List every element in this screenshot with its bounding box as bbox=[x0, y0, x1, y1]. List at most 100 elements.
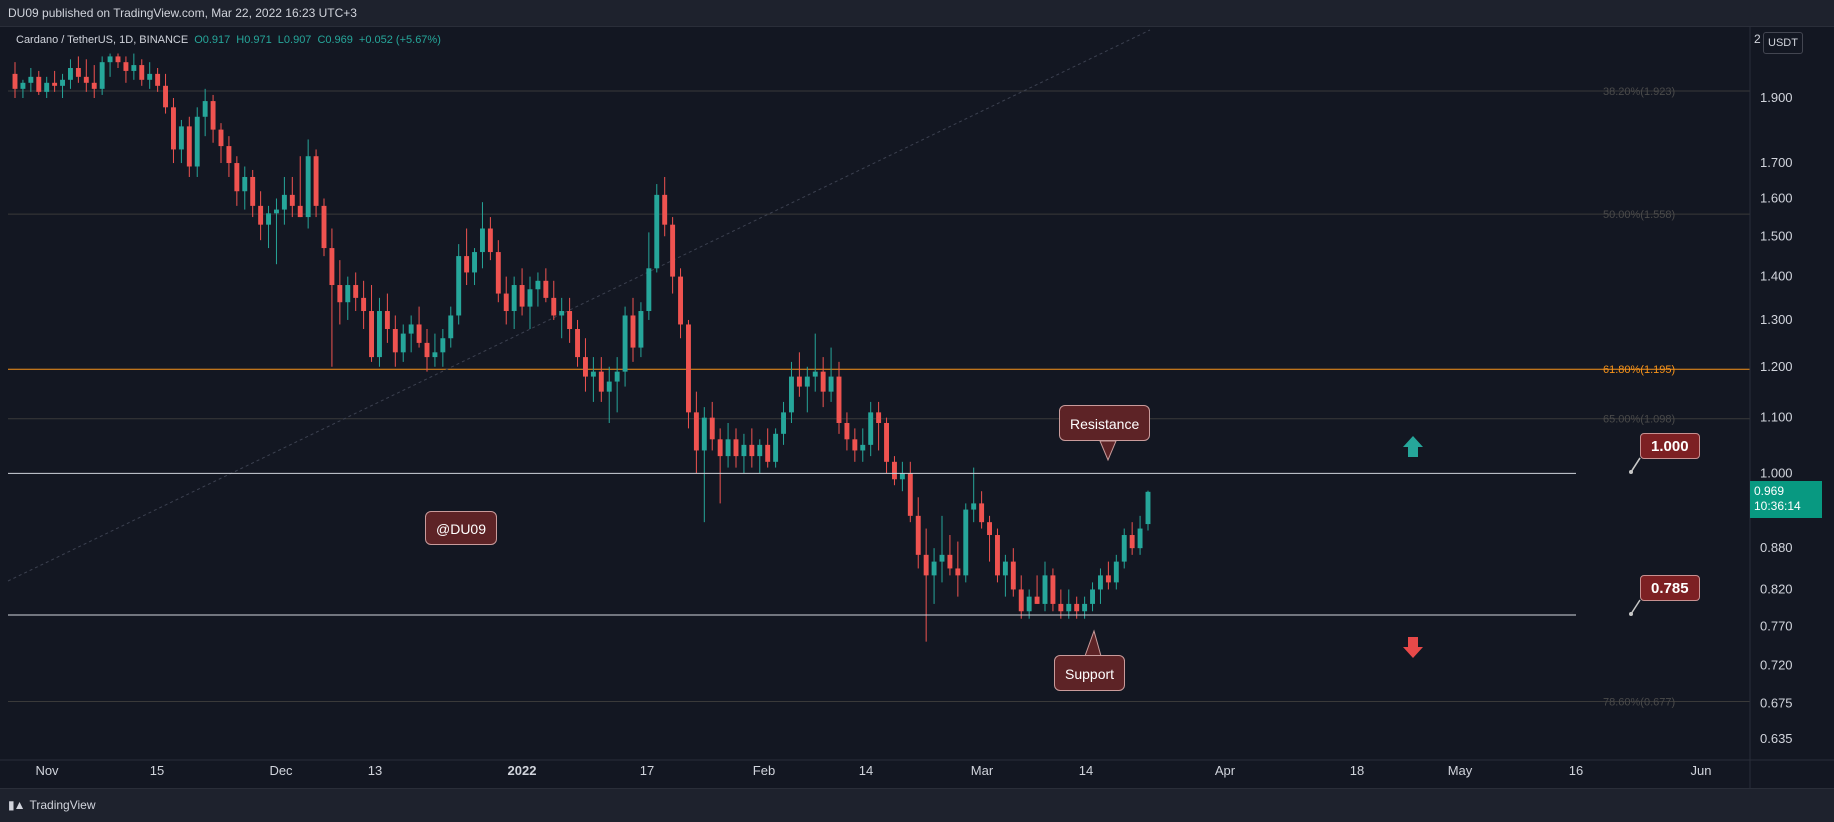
candle-46 bbox=[377, 297, 382, 367]
candle-body bbox=[654, 194, 660, 269]
horizontal-levels-layer bbox=[8, 472, 1576, 616]
candle-21 bbox=[178, 119, 184, 164]
candle-26 bbox=[218, 123, 224, 164]
candle-body bbox=[1129, 535, 1135, 549]
candle-139 bbox=[1113, 554, 1119, 590]
candle-136 bbox=[1090, 582, 1095, 612]
y-tick-label: 0.820 bbox=[1760, 581, 1793, 596]
candle-15 bbox=[131, 53, 137, 80]
level-high-anchor bbox=[1629, 470, 1633, 474]
candle-body bbox=[274, 209, 279, 214]
candle-59 bbox=[480, 202, 485, 269]
candle-113 bbox=[907, 461, 913, 523]
candle-22 bbox=[186, 116, 192, 177]
candle-52 bbox=[424, 329, 430, 372]
down-arrow-icon bbox=[1403, 637, 1423, 658]
candle-body bbox=[899, 473, 905, 480]
candle-102 bbox=[820, 357, 826, 408]
candle-body bbox=[923, 554, 929, 576]
candle-body bbox=[860, 444, 866, 451]
candle-body bbox=[709, 417, 715, 440]
symbol-name[interactable]: Cardano / TetherUS, 1D, BINANCE bbox=[16, 34, 189, 46]
candle-body bbox=[892, 461, 897, 480]
axes-layer: 1.900 1.700 1.600 1.500 1.400 1.300 1.200 1.100… bbox=[0, 26, 1834, 788]
candle-body bbox=[472, 252, 477, 273]
candle-body bbox=[979, 503, 985, 523]
candle-53 bbox=[432, 333, 438, 367]
level-low-connector bbox=[1630, 599, 1641, 615]
candle-7 bbox=[68, 59, 73, 89]
candle-body bbox=[947, 554, 953, 569]
candle-29 bbox=[242, 166, 248, 210]
candle-body bbox=[733, 439, 739, 457]
candle-body bbox=[987, 522, 992, 536]
candle-body bbox=[369, 311, 374, 358]
currency-selector[interactable]: USDT bbox=[1763, 32, 1803, 54]
candle-body bbox=[812, 371, 818, 377]
candle-142 bbox=[1137, 515, 1143, 555]
candle-body bbox=[1105, 575, 1111, 583]
candle-body bbox=[353, 285, 359, 298]
candle-91 bbox=[733, 428, 739, 468]
x-tick-label: 18 bbox=[1350, 763, 1364, 778]
candle-99 bbox=[796, 352, 802, 397]
candle-86 bbox=[693, 391, 699, 474]
candle-28 bbox=[234, 156, 240, 206]
candle-body bbox=[686, 324, 691, 413]
candle-85 bbox=[686, 319, 691, 429]
candle-70 bbox=[567, 297, 573, 343]
candle-body bbox=[432, 352, 438, 358]
level-label-low[interactable]: 0.785 bbox=[1640, 575, 1700, 601]
candle-body bbox=[131, 65, 137, 71]
candle-body bbox=[480, 228, 485, 253]
candle-44 bbox=[361, 280, 367, 330]
resistance-pointer bbox=[1099, 440, 1117, 462]
candle-body bbox=[123, 62, 129, 71]
candle-69 bbox=[559, 297, 565, 339]
candle-34 bbox=[281, 176, 287, 225]
candle-body bbox=[1098, 575, 1103, 590]
candle-42 bbox=[345, 276, 351, 320]
author-watermark: @DU09 bbox=[425, 511, 498, 545]
candle-11 bbox=[99, 56, 105, 95]
fib-label-2: 61.80%(1.195) bbox=[1603, 364, 1675, 376]
candle-body bbox=[844, 422, 850, 440]
candle-5 bbox=[52, 70, 58, 92]
tradingview-logo[interactable]: ▮▲ TradingView bbox=[8, 798, 96, 812]
candle-body bbox=[741, 444, 747, 457]
x-tick-label: 17 bbox=[640, 763, 654, 778]
candle-body bbox=[52, 82, 58, 86]
support-callout[interactable]: Support bbox=[1054, 655, 1126, 691]
candle-body bbox=[210, 101, 216, 130]
candle-41 bbox=[337, 260, 343, 325]
candle-body bbox=[876, 412, 882, 423]
candle-72 bbox=[583, 338, 588, 392]
candle-body bbox=[226, 146, 232, 164]
candle-16 bbox=[139, 59, 145, 86]
candle-95 bbox=[765, 428, 771, 468]
annotations-layer bbox=[1084, 436, 1641, 658]
candle-body bbox=[1042, 575, 1048, 604]
candle-body bbox=[424, 342, 430, 358]
candle-body bbox=[194, 116, 200, 167]
candle-3 bbox=[36, 70, 42, 95]
candle-body bbox=[1050, 575, 1056, 604]
candle-body bbox=[1034, 596, 1040, 604]
resistance-callout[interactable]: Resistance bbox=[1059, 405, 1151, 441]
candle-body bbox=[20, 82, 26, 89]
candle-64 bbox=[519, 268, 525, 316]
candle-87 bbox=[701, 407, 707, 523]
candle-body bbox=[828, 376, 834, 392]
candle-body bbox=[638, 311, 644, 348]
candle-31 bbox=[258, 191, 264, 241]
candle-93 bbox=[749, 428, 755, 468]
candle-33 bbox=[274, 198, 279, 265]
candle-body bbox=[789, 376, 794, 413]
candle-body bbox=[107, 56, 113, 63]
y-tick-label: 1.100 bbox=[1760, 410, 1793, 425]
candle-body bbox=[99, 62, 105, 89]
level-label-high[interactable]: 1.000 bbox=[1640, 433, 1700, 459]
candle-123 bbox=[987, 515, 992, 562]
y-tick-label: 1.900 bbox=[1760, 90, 1793, 105]
